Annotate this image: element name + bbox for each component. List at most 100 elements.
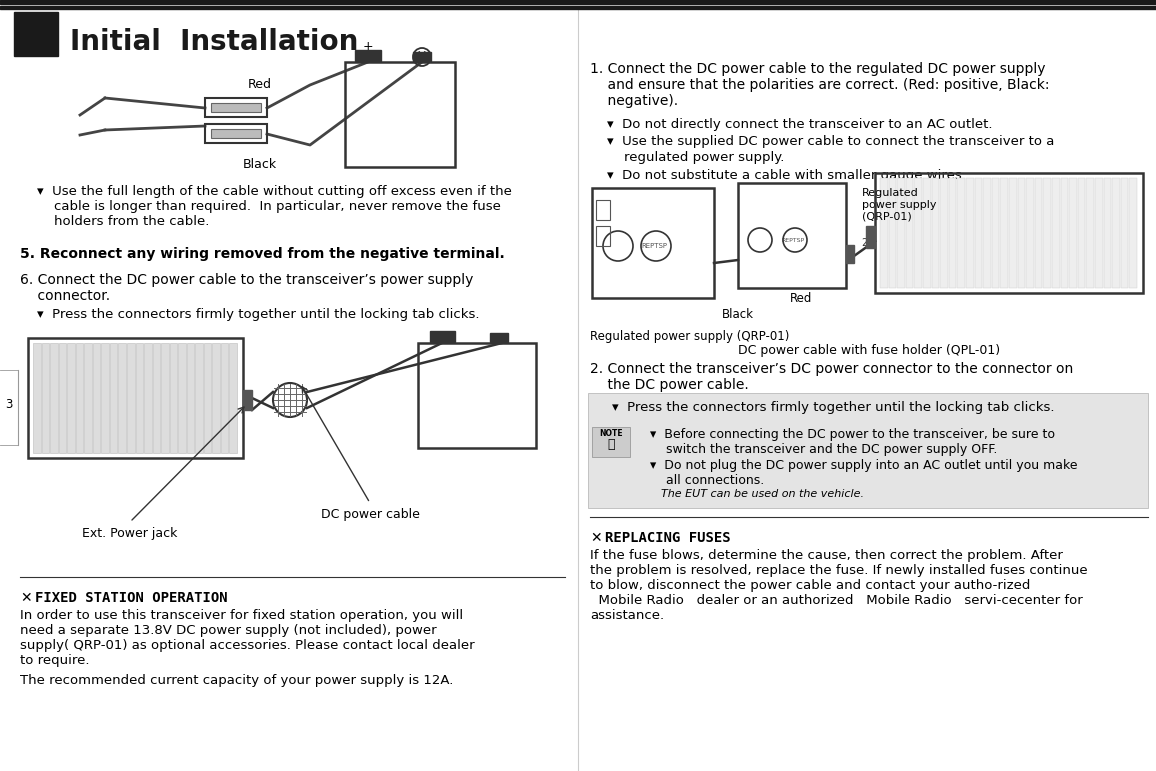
Bar — [14, 12, 58, 56]
Text: 🔊: 🔊 — [607, 439, 615, 452]
Bar — [110, 343, 118, 453]
Bar — [846, 245, 854, 263]
Text: ▾  Do not plug the DC power supply into an AC outlet until you make: ▾ Do not plug the DC power supply into a… — [633, 459, 1077, 472]
Bar — [596, 226, 610, 246]
Text: DC power cable: DC power cable — [320, 508, 420, 521]
Text: and ensure that the polarities are correct. (Red: positive, Black:: and ensure that the polarities are corre… — [590, 78, 1050, 92]
Bar — [1129, 178, 1138, 288]
Text: cable is longer than required.  In particular, never remove the fuse: cable is longer than required. In partic… — [20, 200, 501, 213]
Bar — [1035, 178, 1043, 288]
Bar — [984, 178, 991, 288]
Bar — [592, 427, 630, 457]
Bar — [592, 188, 714, 298]
Text: REPTSP: REPTSP — [640, 243, 667, 249]
Bar — [596, 200, 610, 220]
Text: Initial  Installation: Initial Installation — [71, 28, 358, 56]
Bar — [1009, 178, 1016, 288]
Bar — [588, 393, 1148, 508]
Text: to blow, disconnect the power cable and contact your autho-rized: to blow, disconnect the power cable and … — [590, 579, 1030, 592]
Bar — [1087, 178, 1094, 288]
Bar — [75, 343, 83, 453]
Text: ▾  Use the full length of the cable without cutting off excess even if the: ▾ Use the full length of the cable witho… — [20, 185, 512, 198]
Text: NOTE: NOTE — [599, 429, 623, 437]
Text: Regulated power supply (QRP-01): Regulated power supply (QRP-01) — [590, 330, 790, 343]
Bar — [1052, 178, 1060, 288]
Bar — [1069, 178, 1076, 288]
Text: ▾  Do not directly connect the transceiver to an AC outlet.: ▾ Do not directly connect the transceive… — [590, 118, 993, 131]
Text: Black: Black — [243, 158, 277, 171]
Text: +: + — [363, 39, 373, 52]
Bar — [135, 343, 143, 453]
Bar — [866, 226, 875, 248]
Bar — [127, 343, 134, 453]
Bar — [966, 178, 973, 288]
Bar — [67, 343, 75, 453]
Bar — [178, 343, 186, 453]
Bar — [153, 343, 161, 453]
Text: REPLACING FUSES: REPLACING FUSES — [605, 531, 731, 545]
Bar — [875, 173, 1143, 293]
Bar — [897, 178, 905, 288]
Bar — [932, 178, 939, 288]
Bar — [1027, 178, 1033, 288]
Text: In order to use this transceiver for fixed station operation, you will: In order to use this transceiver for fix… — [20, 609, 464, 622]
Bar — [84, 343, 91, 453]
Bar — [187, 343, 194, 453]
Text: 5. Reconnect any wiring removed from the negative terminal.: 5. Reconnect any wiring removed from the… — [20, 247, 505, 261]
Text: ✕: ✕ — [590, 531, 601, 545]
Bar — [118, 343, 126, 453]
Bar — [144, 343, 151, 453]
Bar — [949, 178, 956, 288]
Bar — [1044, 178, 1051, 288]
Text: −: − — [417, 50, 427, 60]
Text: assistance.: assistance. — [590, 609, 665, 622]
Bar — [195, 343, 202, 453]
Bar — [1077, 178, 1085, 288]
Bar — [203, 343, 212, 453]
Bar — [957, 178, 965, 288]
Text: holders from the cable.: holders from the cable. — [20, 215, 209, 228]
Text: ✕: ✕ — [20, 591, 31, 605]
Bar — [0, 6, 1156, 9]
Text: ▾  Use the supplied DC power cable to connect the transceiver to a: ▾ Use the supplied DC power cable to con… — [590, 135, 1054, 148]
Bar — [0, 0, 1156, 4]
Bar — [992, 178, 1000, 288]
Bar — [914, 178, 922, 288]
Text: the DC power cable.: the DC power cable. — [590, 378, 749, 392]
Text: all connections.: all connections. — [633, 474, 764, 487]
Text: Mobile Radio   dealer or an authorized   Mobile Radio   servi-cecenter for: Mobile Radio dealer or an authorized Mob… — [590, 594, 1083, 607]
Bar — [170, 343, 177, 453]
Text: Red: Red — [790, 292, 813, 305]
Bar — [1112, 178, 1120, 288]
Text: ▾  Press the connectors firmly together until the locking tab clicks.: ▾ Press the connectors firmly together u… — [20, 308, 480, 321]
Text: connector.: connector. — [20, 289, 110, 303]
Bar — [28, 338, 243, 458]
Text: 1. Connect the DC power cable to the regulated DC power supply: 1. Connect the DC power cable to the reg… — [590, 62, 1045, 76]
Bar — [418, 343, 536, 448]
Bar — [34, 343, 40, 453]
Text: the problem is resolved, replace the fuse. If newly installed fuses continue: the problem is resolved, replace the fus… — [590, 564, 1088, 577]
Text: FIXED STATION OPERATION: FIXED STATION OPERATION — [35, 591, 228, 605]
Bar — [229, 343, 237, 453]
Text: Black: Black — [722, 308, 754, 321]
Text: 2: 2 — [25, 21, 46, 49]
Text: supply( QRP-01) as optional accessories. Please contact local dealer: supply( QRP-01) as optional accessories.… — [20, 639, 475, 652]
Text: Red: Red — [249, 78, 272, 91]
Bar — [50, 343, 58, 453]
Bar — [1017, 178, 1025, 288]
Text: 2: 2 — [861, 238, 867, 248]
Bar — [940, 178, 948, 288]
Text: 1: 1 — [849, 253, 854, 263]
Text: The recommended current capacity of your power supply is 12A.: The recommended current capacity of your… — [20, 674, 453, 687]
Text: negative).: negative). — [590, 94, 679, 108]
Text: Ext. Power jack: Ext. Power jack — [82, 527, 178, 540]
Bar — [205, 98, 267, 117]
Text: If the fuse blows, determine the cause, then correct the problem. After: If the fuse blows, determine the cause, … — [590, 549, 1062, 562]
Text: The EUT can be used on the vehicle.: The EUT can be used on the vehicle. — [654, 489, 864, 499]
Bar — [92, 343, 101, 453]
Bar — [889, 178, 896, 288]
Text: need a separate 13.8V DC power supply (not included), power: need a separate 13.8V DC power supply (n… — [20, 624, 437, 637]
Bar — [922, 178, 931, 288]
Text: Regulated
power supply
(QRP-01): Regulated power supply (QRP-01) — [862, 188, 936, 221]
Bar — [205, 124, 267, 143]
